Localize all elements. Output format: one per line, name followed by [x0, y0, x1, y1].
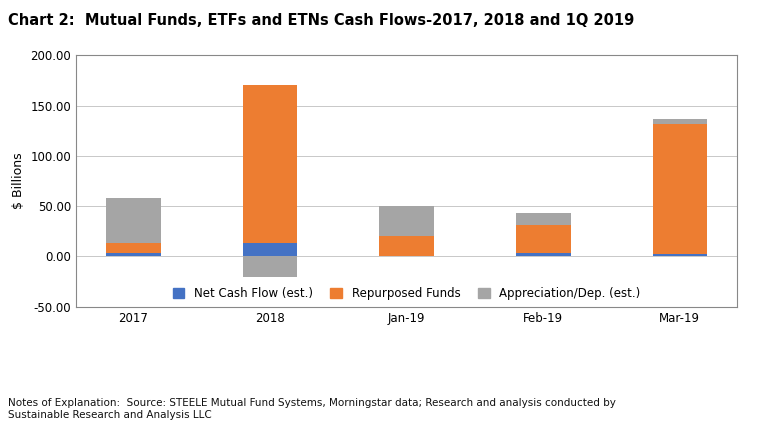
Bar	[653, 119, 707, 124]
Bar	[653, 124, 707, 254]
Text: Chart 2:  Mutual Funds, ETFs and ETNs Cash Flows-2017, 2018 and 1Q 2019: Chart 2: Mutual Funds, ETFs and ETNs Cas…	[8, 13, 634, 28]
Text: Notes of Explanation:  Source: STEELE Mutual Fund Systems, Morningstar data; Res: Notes of Explanation: Source: STEELE Mut…	[8, 398, 616, 420]
Bar	[516, 225, 571, 253]
Bar	[242, 256, 297, 276]
Bar	[516, 253, 571, 256]
Bar	[106, 198, 160, 243]
Y-axis label: $ Billions: $ Billions	[12, 153, 25, 209]
Bar	[379, 236, 434, 256]
Bar	[242, 84, 297, 243]
Bar	[242, 243, 297, 256]
Bar	[106, 253, 160, 256]
Bar	[106, 243, 160, 253]
Bar	[516, 213, 571, 225]
Legend: Net Cash Flow (est.), Repurposed Funds, Appreciation/Dep. (est.): Net Cash Flow (est.), Repurposed Funds, …	[166, 281, 647, 306]
Bar	[653, 254, 707, 256]
Bar	[379, 206, 434, 236]
